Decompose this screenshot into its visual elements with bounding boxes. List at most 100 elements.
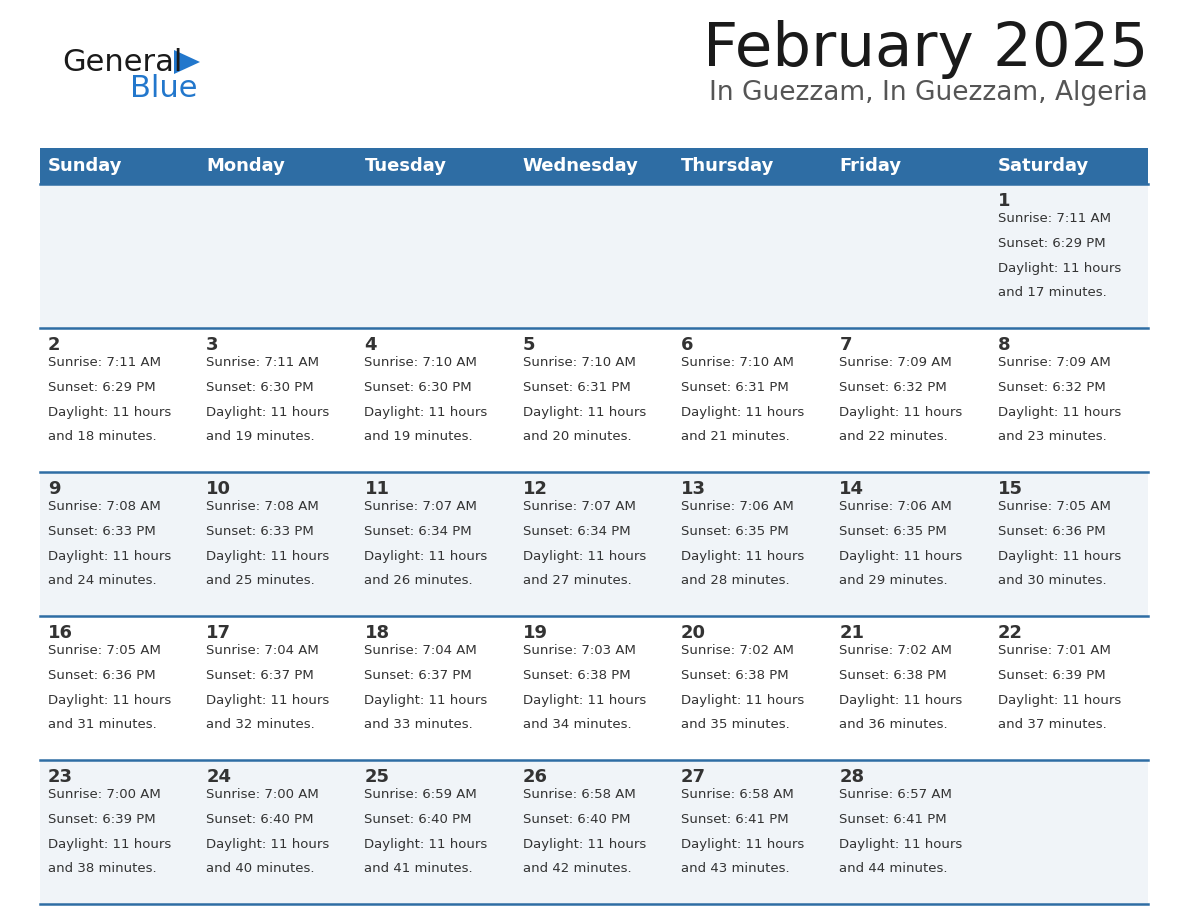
Text: Daylight: 11 hours: Daylight: 11 hours <box>840 550 962 563</box>
Text: Sunrise: 7:00 AM: Sunrise: 7:00 AM <box>207 788 318 801</box>
Text: 19: 19 <box>523 624 548 642</box>
Text: Sunset: 6:32 PM: Sunset: 6:32 PM <box>840 381 947 394</box>
Text: In Guezzam, In Guezzam, Algeria: In Guezzam, In Guezzam, Algeria <box>709 80 1148 106</box>
Text: Sunrise: 6:58 AM: Sunrise: 6:58 AM <box>681 788 794 801</box>
Text: and 34 minutes.: and 34 minutes. <box>523 718 631 732</box>
Text: Daylight: 11 hours: Daylight: 11 hours <box>998 406 1121 419</box>
Bar <box>40 184 1148 328</box>
Text: Sunset: 6:29 PM: Sunset: 6:29 PM <box>48 381 156 394</box>
Text: Daylight: 11 hours: Daylight: 11 hours <box>523 406 646 419</box>
Text: Daylight: 11 hours: Daylight: 11 hours <box>840 406 962 419</box>
Text: Daylight: 11 hours: Daylight: 11 hours <box>681 837 804 851</box>
Text: Sunset: 6:29 PM: Sunset: 6:29 PM <box>998 237 1105 250</box>
Text: 15: 15 <box>998 480 1023 498</box>
Text: Sunset: 6:35 PM: Sunset: 6:35 PM <box>681 525 789 538</box>
Text: 5: 5 <box>523 336 536 354</box>
Text: Sunset: 6:33 PM: Sunset: 6:33 PM <box>48 525 156 538</box>
Bar <box>40 760 1148 904</box>
Text: Sunset: 6:35 PM: Sunset: 6:35 PM <box>840 525 947 538</box>
Text: Sunrise: 7:05 AM: Sunrise: 7:05 AM <box>48 644 160 657</box>
Text: and 35 minutes.: and 35 minutes. <box>681 718 790 732</box>
Text: Tuesday: Tuesday <box>365 157 447 175</box>
Text: Sunrise: 7:11 AM: Sunrise: 7:11 AM <box>207 356 320 369</box>
Bar <box>40 328 1148 472</box>
Text: 4: 4 <box>365 336 377 354</box>
Text: 28: 28 <box>840 768 865 786</box>
Text: and 29 minutes.: and 29 minutes. <box>840 575 948 588</box>
Bar <box>40 472 1148 616</box>
Text: Daylight: 11 hours: Daylight: 11 hours <box>48 837 171 851</box>
Text: Sunset: 6:39 PM: Sunset: 6:39 PM <box>998 669 1105 682</box>
Text: Sunset: 6:34 PM: Sunset: 6:34 PM <box>523 525 631 538</box>
Text: Daylight: 11 hours: Daylight: 11 hours <box>207 837 329 851</box>
Text: Sunrise: 7:06 AM: Sunrise: 7:06 AM <box>840 500 952 513</box>
Text: Daylight: 11 hours: Daylight: 11 hours <box>365 693 488 707</box>
Text: and 19 minutes.: and 19 minutes. <box>207 431 315 443</box>
Text: Sunrise: 7:05 AM: Sunrise: 7:05 AM <box>998 500 1111 513</box>
Text: Daylight: 11 hours: Daylight: 11 hours <box>681 550 804 563</box>
Bar <box>40 616 1148 760</box>
Text: Daylight: 11 hours: Daylight: 11 hours <box>365 406 488 419</box>
Text: Sunset: 6:36 PM: Sunset: 6:36 PM <box>998 525 1105 538</box>
Text: Daylight: 11 hours: Daylight: 11 hours <box>840 693 962 707</box>
Text: and 21 minutes.: and 21 minutes. <box>681 431 790 443</box>
Text: Sunrise: 7:00 AM: Sunrise: 7:00 AM <box>48 788 160 801</box>
Text: and 26 minutes.: and 26 minutes. <box>365 575 473 588</box>
Text: Sunrise: 7:04 AM: Sunrise: 7:04 AM <box>207 644 318 657</box>
Text: Sunset: 6:41 PM: Sunset: 6:41 PM <box>681 812 789 826</box>
Text: 27: 27 <box>681 768 706 786</box>
Text: and 19 minutes.: and 19 minutes. <box>365 431 473 443</box>
Text: Saturday: Saturday <box>998 157 1089 175</box>
Text: 2: 2 <box>48 336 61 354</box>
Text: 13: 13 <box>681 480 706 498</box>
Text: and 44 minutes.: and 44 minutes. <box>840 862 948 875</box>
Text: Daylight: 11 hours: Daylight: 11 hours <box>681 693 804 707</box>
Text: and 43 minutes.: and 43 minutes. <box>681 862 790 875</box>
Text: Sunrise: 7:09 AM: Sunrise: 7:09 AM <box>998 356 1111 369</box>
Text: and 25 minutes.: and 25 minutes. <box>207 575 315 588</box>
Text: 17: 17 <box>207 624 232 642</box>
Text: and 23 minutes.: and 23 minutes. <box>998 431 1106 443</box>
Text: Sunrise: 7:10 AM: Sunrise: 7:10 AM <box>365 356 478 369</box>
Text: Sunrise: 6:58 AM: Sunrise: 6:58 AM <box>523 788 636 801</box>
Text: Sunrise: 7:09 AM: Sunrise: 7:09 AM <box>840 356 952 369</box>
Text: Sunrise: 7:10 AM: Sunrise: 7:10 AM <box>681 356 794 369</box>
Text: 10: 10 <box>207 480 232 498</box>
Bar <box>40 148 1148 184</box>
Text: Sunset: 6:37 PM: Sunset: 6:37 PM <box>365 669 473 682</box>
Text: 22: 22 <box>998 624 1023 642</box>
Text: and 40 minutes.: and 40 minutes. <box>207 862 315 875</box>
Text: 24: 24 <box>207 768 232 786</box>
Text: Sunset: 6:38 PM: Sunset: 6:38 PM <box>523 669 631 682</box>
Text: Sunrise: 7:06 AM: Sunrise: 7:06 AM <box>681 500 794 513</box>
Text: Sunset: 6:34 PM: Sunset: 6:34 PM <box>365 525 472 538</box>
Text: Sunrise: 6:59 AM: Sunrise: 6:59 AM <box>365 788 478 801</box>
Text: Sunrise: 7:08 AM: Sunrise: 7:08 AM <box>48 500 160 513</box>
Text: 20: 20 <box>681 624 706 642</box>
Text: Daylight: 11 hours: Daylight: 11 hours <box>365 550 488 563</box>
Text: 14: 14 <box>840 480 865 498</box>
Text: Thursday: Thursday <box>681 157 775 175</box>
Text: Daylight: 11 hours: Daylight: 11 hours <box>998 550 1121 563</box>
Text: Monday: Monday <box>207 157 285 175</box>
Text: Sunrise: 6:57 AM: Sunrise: 6:57 AM <box>840 788 953 801</box>
Text: and 31 minutes.: and 31 minutes. <box>48 718 157 732</box>
Text: and 38 minutes.: and 38 minutes. <box>48 862 157 875</box>
Text: Sunset: 6:31 PM: Sunset: 6:31 PM <box>523 381 631 394</box>
Text: 6: 6 <box>681 336 694 354</box>
Text: Sunday: Sunday <box>48 157 122 175</box>
Text: Sunset: 6:32 PM: Sunset: 6:32 PM <box>998 381 1105 394</box>
Text: and 37 minutes.: and 37 minutes. <box>998 718 1106 732</box>
Text: 11: 11 <box>365 480 390 498</box>
Text: Sunset: 6:30 PM: Sunset: 6:30 PM <box>207 381 314 394</box>
Text: Daylight: 11 hours: Daylight: 11 hours <box>998 262 1121 274</box>
Text: Daylight: 11 hours: Daylight: 11 hours <box>48 406 171 419</box>
Text: Sunset: 6:38 PM: Sunset: 6:38 PM <box>681 669 789 682</box>
Text: Daylight: 11 hours: Daylight: 11 hours <box>365 837 488 851</box>
Text: Wednesday: Wednesday <box>523 157 639 175</box>
Text: 3: 3 <box>207 336 219 354</box>
Text: Sunset: 6:31 PM: Sunset: 6:31 PM <box>681 381 789 394</box>
Text: Sunset: 6:33 PM: Sunset: 6:33 PM <box>207 525 314 538</box>
Text: Daylight: 11 hours: Daylight: 11 hours <box>207 693 329 707</box>
Text: and 24 minutes.: and 24 minutes. <box>48 575 157 588</box>
